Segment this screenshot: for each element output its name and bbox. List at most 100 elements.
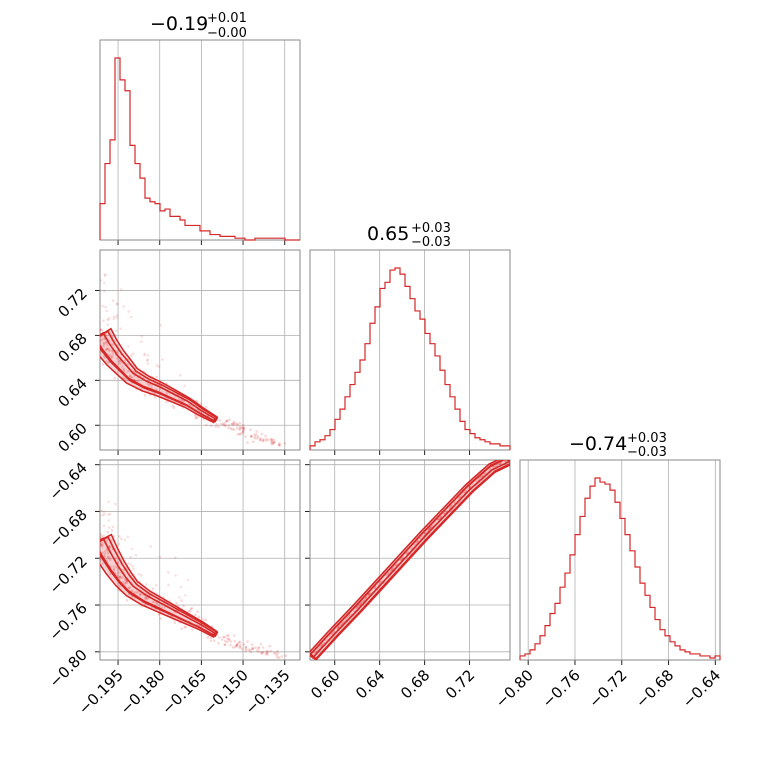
- sample-point: [178, 596, 181, 599]
- x-tick-label: −0.135: [242, 666, 294, 718]
- sample-point: [126, 370, 129, 373]
- sample-point: [274, 651, 277, 655]
- sample-point: [130, 589, 134, 593]
- sample-point: [345, 617, 348, 621]
- sample-point: [92, 333, 95, 336]
- sample-point: [253, 437, 257, 440]
- sample-point: [190, 607, 194, 610]
- sample-point: [223, 421, 226, 425]
- sample-point: [390, 567, 394, 571]
- sample-point: [180, 627, 183, 631]
- sample-point: [251, 646, 255, 650]
- sample-point: [256, 435, 260, 438]
- sample-point: [233, 645, 237, 649]
- sample-point: [232, 420, 236, 424]
- sample-point: [450, 504, 454, 508]
- sample-point: [261, 439, 265, 442]
- sample-point: [227, 634, 230, 637]
- x-tick-labels-param-2: 0.60 0.64 0.68 0.72: [307, 666, 478, 702]
- sample-point: [102, 510, 106, 514]
- sample-point: [368, 593, 371, 596]
- sample-point: [457, 496, 461, 500]
- sample-point: [249, 428, 252, 432]
- sample-point: [130, 547, 134, 551]
- sample-point: [235, 643, 239, 646]
- sample-point: [267, 650, 270, 653]
- sample-point: [265, 439, 268, 442]
- sample-point: [264, 437, 268, 441]
- sample-point: [106, 552, 110, 555]
- sample-point: [87, 336, 90, 339]
- sample-point: [103, 289, 106, 293]
- sample-point: [436, 518, 440, 522]
- sample-point: [97, 531, 100, 534]
- x-tick-labels-param-1: −0.195−0.180−0.165−0.150−0.135: [75, 666, 294, 718]
- sample-point: [231, 422, 234, 426]
- sample-point: [123, 581, 127, 585]
- sample-point: [114, 556, 118, 559]
- sample-point: [227, 638, 231, 642]
- sample-point: [112, 317, 116, 321]
- sample-point: [129, 555, 132, 559]
- contour-panel-param-1-vs-param-3: [93, 459, 301, 665]
- sample-point: [168, 599, 172, 602]
- sample-point: [184, 594, 187, 597]
- sample-point: [125, 580, 129, 583]
- sample-point: [223, 635, 226, 639]
- sample-point: [171, 404, 175, 408]
- sample-point: [93, 529, 96, 532]
- sample-point: [247, 648, 251, 651]
- sample-point: [115, 314, 119, 317]
- sample-point: [242, 427, 245, 430]
- sample-point: [365, 595, 368, 599]
- sample-point: [238, 641, 242, 644]
- sample-point: [100, 490, 101, 492]
- sample-point: [222, 423, 225, 427]
- sample-point: [217, 425, 220, 429]
- sample-point: [96, 325, 99, 328]
- sample-point: [225, 419, 229, 423]
- sample-point: [278, 441, 281, 445]
- sample-point: [244, 647, 248, 651]
- sample-point: [107, 361, 110, 364]
- sample-point: [270, 440, 273, 444]
- sample-point: [118, 535, 121, 538]
- sample-point: [442, 512, 445, 516]
- sample-point: [261, 651, 264, 654]
- y-tick-label: 0.68: [54, 329, 90, 365]
- title-param-2: 0.65: [367, 223, 409, 245]
- sample-point: [95, 537, 98, 540]
- sample-point: [97, 544, 100, 547]
- sample-point: [368, 592, 372, 595]
- sample-point: [127, 345, 130, 348]
- sample-point: [194, 416, 198, 419]
- sample-point: [95, 551, 98, 554]
- sample-point: [116, 302, 119, 306]
- x-tick-label: 0.60: [307, 666, 343, 702]
- sample-point: [159, 324, 163, 327]
- sample-point: [100, 542, 102, 546]
- sample-point: [106, 323, 110, 327]
- sample-point: [100, 535, 103, 538]
- sample-point: [439, 516, 443, 519]
- sample-point: [189, 607, 193, 611]
- sample-point: [357, 603, 361, 607]
- sample-point: [273, 440, 276, 444]
- sample-point: [95, 316, 98, 319]
- title-param-2-median: 0.65: [367, 223, 409, 245]
- sample-point: [246, 640, 249, 643]
- y-tick-label: −0.68: [46, 506, 91, 551]
- sample-point: [100, 341, 101, 343]
- sample-point: [120, 537, 123, 540]
- sample-point: [100, 338, 104, 342]
- sample-point: [124, 578, 127, 582]
- sample-point: [103, 554, 106, 557]
- sample-point: [143, 603, 147, 606]
- sample-point: [96, 338, 99, 341]
- sample-point: [204, 618, 207, 622]
- sample-point: [261, 646, 265, 649]
- sample-point: [118, 575, 121, 578]
- sample-point: [152, 600, 156, 604]
- sample-point: [123, 359, 127, 363]
- sample-point: [437, 517, 440, 521]
